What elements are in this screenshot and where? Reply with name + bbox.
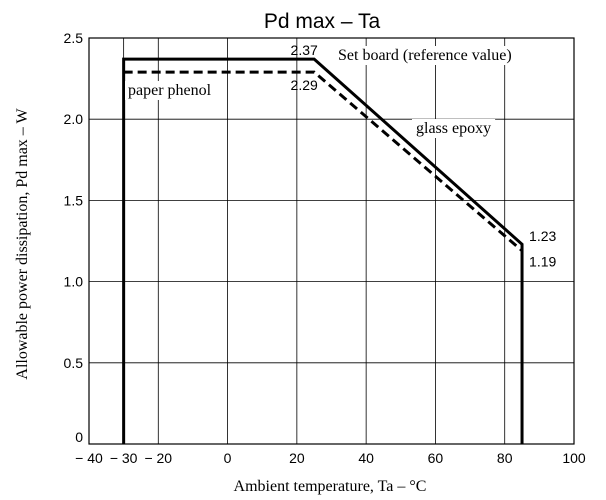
annotation-1-23: 1.23 xyxy=(529,228,556,244)
y-tick-label: 0.5 xyxy=(64,355,84,371)
label-paper-phenol: paper phenol xyxy=(128,82,212,99)
annotation-set-board: Set board (reference value) xyxy=(338,47,512,64)
y-tick-label: 0 xyxy=(75,429,83,445)
x-tick-label: 80 xyxy=(497,450,513,466)
legend-paper-phenol-bg xyxy=(125,81,215,100)
x-tick-label: 0 xyxy=(224,450,232,466)
x-tick-labels: − 40 − 30 − 20 0 20 40 60 80 100 xyxy=(75,450,586,466)
annotation-setboard-bg xyxy=(336,46,514,65)
annotation-2-37: 2.37 xyxy=(291,42,318,58)
label-glass-epoxy: glass epoxy xyxy=(416,120,491,137)
series-line-dashed xyxy=(123,70,524,252)
x-tick-label: 40 xyxy=(358,450,374,466)
series-lines xyxy=(122,57,524,444)
x-tick-label: − 30 xyxy=(110,450,138,466)
series-line-solid xyxy=(122,57,524,444)
x-tick-label: 60 xyxy=(428,450,444,466)
plot-frame xyxy=(88,37,575,445)
y-tick-label: 1.5 xyxy=(64,192,84,208)
x-tick-label: − 20 xyxy=(144,450,172,466)
y-tick-label: 2.5 xyxy=(64,30,84,46)
y-axis-label: Allowable power dissipation, Pd max – W xyxy=(14,107,31,379)
x-tick-label: 20 xyxy=(289,450,305,466)
legend-glass-epoxy-bg xyxy=(412,119,496,138)
x-axis-label: Ambient temperature, Ta – °C xyxy=(234,478,427,495)
y-tick-label: 2.0 xyxy=(64,111,84,127)
chart-title: Pd max – Ta xyxy=(264,10,381,33)
grid xyxy=(89,38,574,444)
y-tick-label: 1.0 xyxy=(64,274,84,290)
y-tick-labels: 0 0.5 1.0 1.5 2.0 2.5 xyxy=(64,30,84,445)
annotation-1-19: 1.19 xyxy=(529,254,556,270)
x-tick-label: − 40 xyxy=(75,450,103,466)
x-tick-label: 100 xyxy=(562,450,586,466)
annotation-2-29: 2.29 xyxy=(291,77,318,93)
